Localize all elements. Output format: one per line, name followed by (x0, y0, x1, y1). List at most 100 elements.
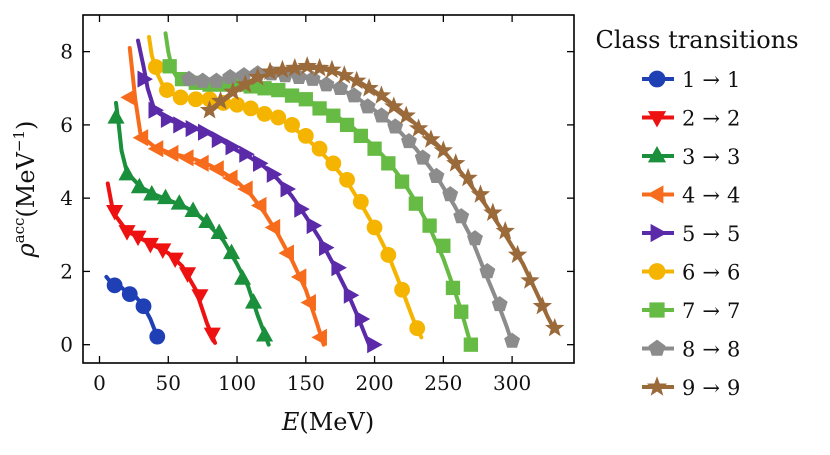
legend-swatch-marker (648, 70, 666, 88)
legend-label-to: 8 (727, 338, 740, 362)
data-point (280, 180, 297, 198)
x-tick-label: 50 (156, 371, 181, 395)
data-point (453, 208, 470, 224)
data-point (222, 243, 241, 260)
data-point (446, 153, 466, 172)
data-point (173, 116, 189, 134)
data-point (304, 70, 321, 86)
data-point (312, 101, 327, 116)
x-tick-label: 200 (355, 371, 393, 395)
data-point (433, 140, 453, 159)
data-point (233, 269, 252, 285)
data-point (306, 217, 323, 235)
x-axis-title: E(MeV) (281, 408, 374, 436)
data-point (309, 57, 330, 77)
legend-entry: 1 → 1 (642, 68, 740, 92)
data-point (334, 65, 354, 84)
data-point (409, 320, 426, 337)
data-point (148, 101, 164, 119)
data-point (193, 154, 209, 172)
data-point (463, 337, 478, 352)
x-axis-title-unit: (MeV) (299, 408, 374, 436)
plot-frame (82, 14, 575, 364)
series-1 (104, 274, 166, 345)
legend-swatch-marker (649, 302, 665, 318)
y-tick-label: 6 (60, 113, 73, 137)
legend-title: Class transitions (595, 26, 798, 54)
x-axis-title-symbol: E (281, 408, 300, 436)
legend-label-from: 3 (682, 145, 695, 169)
data-point (270, 109, 287, 126)
data-point (271, 82, 286, 98)
data-point (445, 280, 461, 296)
data-point (141, 237, 159, 254)
data-point (166, 252, 184, 269)
data-point (294, 200, 310, 218)
data-point (318, 76, 335, 92)
data-point (325, 155, 342, 172)
data-point (311, 140, 328, 157)
data-point (394, 281, 410, 298)
data-point (130, 177, 148, 194)
data-point (222, 68, 239, 85)
data-point (352, 193, 369, 210)
legend: Class transitions 1 → 1 2 → 2 3 → 3 4 → 4 5 → 5 6 → 6 7 → 7 8… (595, 26, 798, 400)
data-point (339, 171, 355, 188)
data-point (408, 196, 423, 211)
legend-entry: 3 → 3 (642, 145, 740, 169)
data-point (237, 180, 253, 198)
y-axis-title-part: ρ (12, 243, 40, 258)
legend-label: 3 → 3 (682, 145, 740, 169)
data-point (532, 296, 553, 315)
legend-items: 1 → 1 2 → 2 3 → 3 4 → 4 5 → 5 6 → 6 7 → 7 8 → 8 9 → 9 (642, 68, 740, 400)
y-tick-label: 2 (60, 259, 73, 283)
data-point (162, 59, 177, 74)
data-point (353, 128, 368, 144)
data-point (428, 167, 445, 183)
data-point (180, 70, 197, 86)
legend-arrow: → (702, 261, 720, 285)
x-tick-label: 300 (493, 371, 531, 395)
series-2 (105, 181, 221, 345)
data-point (253, 154, 269, 172)
data-point (158, 82, 175, 98)
data-point (311, 328, 327, 346)
legend-label-to: 9 (727, 376, 740, 400)
data-point (210, 90, 231, 110)
legend-entry: 8 → 8 (642, 338, 740, 362)
legend-arrow: → (702, 68, 720, 92)
data-point (239, 145, 255, 163)
legend-label-to: 7 (727, 299, 740, 323)
legend-label: 6 → 6 (682, 261, 740, 285)
data-point (479, 263, 496, 279)
data-point (198, 123, 214, 141)
data-point (160, 110, 177, 128)
data-point (222, 169, 238, 187)
y-axis-title-part: acc (10, 218, 28, 244)
legend-label-to: 3 (727, 145, 740, 169)
data-point (211, 130, 228, 149)
legend-label: 2 → 2 (682, 107, 740, 131)
data-point (394, 174, 410, 189)
data-point (250, 196, 267, 215)
legend-entry: 2 → 2 (642, 107, 740, 131)
data-point (162, 144, 179, 163)
data-point (198, 212, 216, 228)
legend-label-from: 5 (682, 222, 695, 246)
data-point (483, 202, 503, 222)
data-point (373, 107, 390, 123)
legend-label-from: 7 (682, 299, 695, 323)
x-tick-label: 0 (93, 371, 106, 395)
legend-entry: 4 → 4 (642, 184, 740, 208)
data-point (210, 223, 228, 239)
data-point (106, 277, 123, 294)
data-point (367, 336, 383, 354)
data-point (454, 304, 469, 319)
y-axis: 0 2 4 6 8 (60, 40, 574, 357)
data-point (421, 129, 441, 148)
data-point (244, 293, 263, 309)
legend-entry: 9 → 9 (642, 376, 740, 400)
series-4 (120, 45, 327, 347)
data-point (187, 91, 204, 108)
data-point (400, 133, 417, 149)
